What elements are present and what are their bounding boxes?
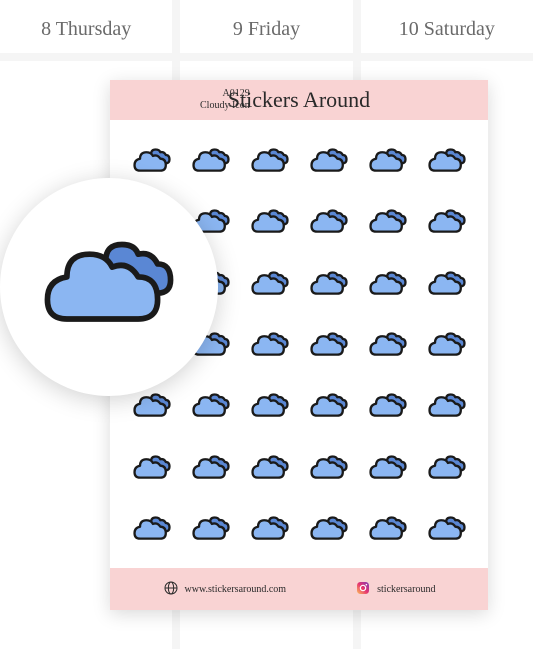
instagram-text: stickersaround bbox=[377, 584, 435, 595]
cloud-sticker bbox=[301, 439, 356, 496]
cloud-sticker bbox=[419, 193, 474, 250]
cloud-sticker bbox=[124, 439, 179, 496]
cloud-sticker bbox=[419, 501, 474, 558]
cloud-sticker bbox=[242, 378, 297, 435]
cloud-sticker bbox=[242, 255, 297, 312]
cloud-sticker bbox=[183, 378, 238, 435]
cloud-sticker bbox=[360, 439, 415, 496]
cloud-sticker bbox=[301, 193, 356, 250]
footer-website: www.stickersaround.com bbox=[163, 580, 287, 599]
zoom-preview bbox=[0, 178, 218, 396]
sheet-footer: www.stickersaround.com sti bbox=[110, 568, 488, 610]
cloud-sticker bbox=[360, 255, 415, 312]
day-header: 8 Thursday bbox=[0, 0, 172, 61]
cloud-icon bbox=[28, 225, 190, 350]
brand-name: Stickers Around bbox=[228, 87, 370, 113]
cloud-sticker bbox=[183, 501, 238, 558]
cloud-sticker bbox=[301, 501, 356, 558]
cloud-sticker bbox=[124, 501, 179, 558]
cloud-sticker bbox=[419, 255, 474, 312]
cloud-sticker bbox=[242, 316, 297, 373]
cloud-sticker bbox=[183, 132, 238, 189]
cloud-sticker bbox=[360, 132, 415, 189]
cloud-sticker bbox=[360, 378, 415, 435]
footer-instagram: stickersaround bbox=[355, 580, 435, 599]
cloud-sticker bbox=[301, 316, 356, 373]
instagram-icon bbox=[355, 580, 371, 599]
website-text: www.stickersaround.com bbox=[185, 584, 287, 595]
day-header: 10 Saturday bbox=[361, 0, 533, 61]
globe-icon bbox=[163, 580, 179, 599]
cloud-sticker bbox=[242, 439, 297, 496]
cloud-sticker bbox=[242, 193, 297, 250]
cloud-sticker bbox=[360, 193, 415, 250]
sheet-header: Stickers Around A0129 Cloudy Icon bbox=[110, 80, 488, 120]
cloud-sticker bbox=[242, 501, 297, 558]
cloud-sticker bbox=[419, 132, 474, 189]
cloud-sticker bbox=[419, 439, 474, 496]
cloud-sticker bbox=[360, 501, 415, 558]
cloud-sticker bbox=[301, 132, 356, 189]
cloud-sticker bbox=[360, 316, 415, 373]
day-header: 9 Friday bbox=[180, 0, 352, 61]
cloud-sticker bbox=[301, 255, 356, 312]
cloud-sticker bbox=[183, 439, 238, 496]
cloud-sticker bbox=[242, 132, 297, 189]
cloud-sticker bbox=[419, 316, 474, 373]
cloud-sticker bbox=[419, 378, 474, 435]
cloud-sticker bbox=[301, 378, 356, 435]
